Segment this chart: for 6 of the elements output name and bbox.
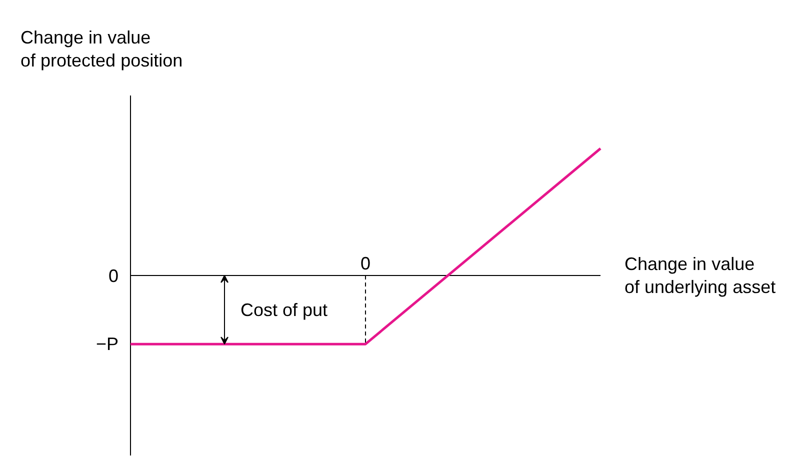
x-axis-title: Change in value of underlying asset [624, 254, 776, 297]
text: −P [96, 334, 119, 354]
y-axis-title: Change in value of protected position [20, 28, 183, 70]
annotation: 0 [360, 254, 371, 274]
text: 0 [108, 266, 119, 286]
annotation: Cost of put [240, 300, 328, 320]
